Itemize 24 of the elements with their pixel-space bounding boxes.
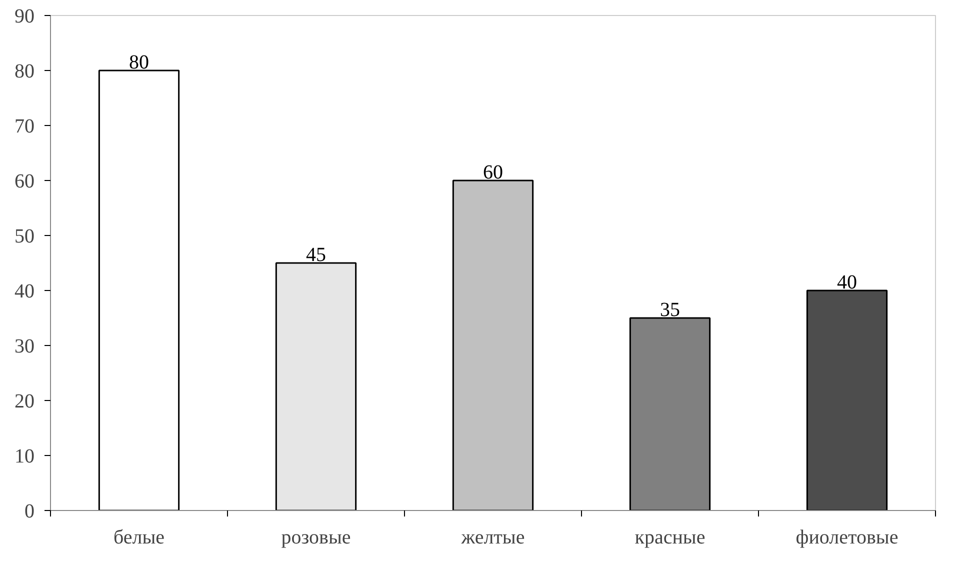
y-tick-label: 20 (14, 390, 34, 412)
y-tick-label: 30 (14, 336, 34, 358)
y-tick-label: 50 (14, 226, 34, 248)
y-tick-label: 40 (14, 280, 34, 302)
y-tick-label: 10 (14, 446, 34, 468)
x-tick-label: фиолетовые (796, 526, 898, 548)
bar (275, 262, 357, 510)
y-tick-label: 80 (14, 60, 34, 82)
y-tick-label: 70 (14, 116, 34, 138)
bar (806, 290, 888, 510)
y-tick-label: 90 (14, 6, 34, 28)
data-label: 60 (483, 162, 503, 184)
bar (452, 180, 534, 510)
data-label: 45 (306, 244, 326, 266)
data-label: 80 (129, 52, 149, 74)
x-tick-label: розовые (281, 526, 351, 548)
y-tick-label: 0 (24, 500, 34, 522)
bar (98, 70, 180, 510)
data-label: 35 (660, 299, 680, 321)
x-tick-label: желтые (460, 526, 525, 548)
y-tick-label: 60 (14, 170, 34, 192)
x-tick-label: белые (113, 526, 165, 548)
x-tick-label: красные (634, 526, 706, 548)
data-label: 40 (837, 272, 857, 294)
